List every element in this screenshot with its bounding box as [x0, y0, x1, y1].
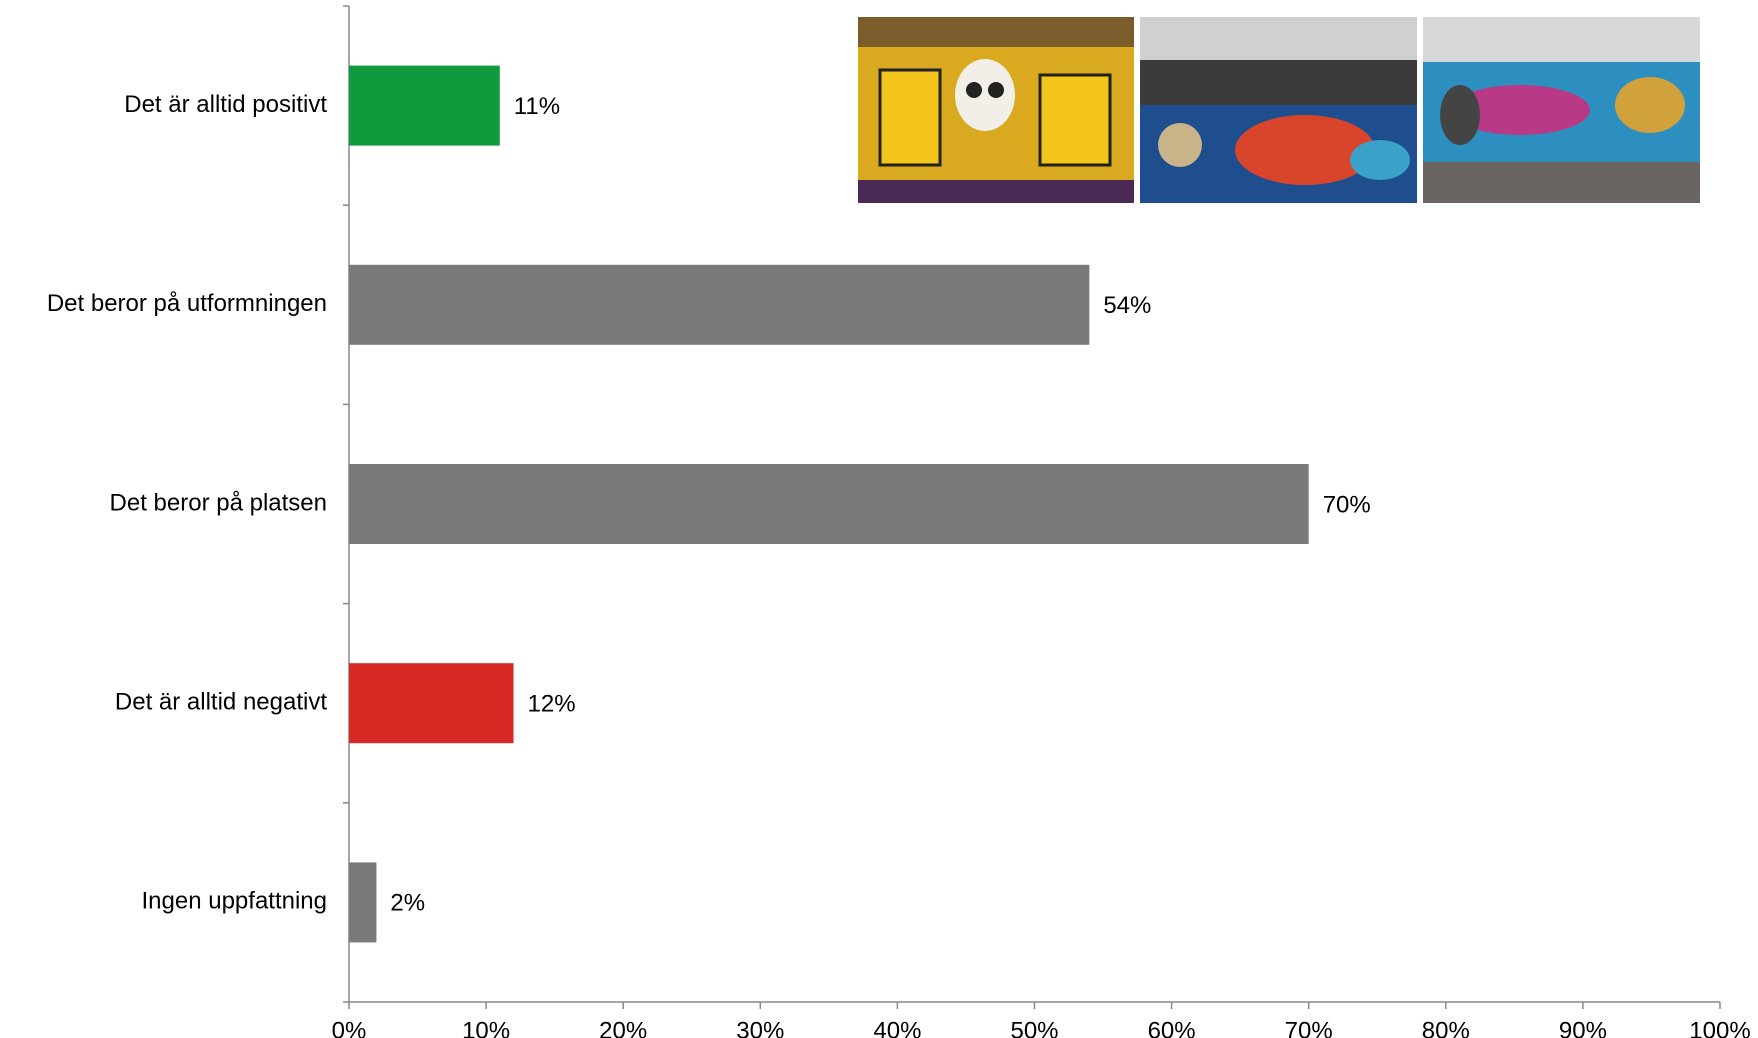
photo-detail: [1350, 140, 1410, 180]
x-tick-label: 100%: [1689, 1017, 1750, 1038]
y-tick-label: Det är alltid negativt: [115, 689, 327, 716]
photo-detail: [988, 82, 1004, 98]
bar: [349, 663, 514, 744]
y-tick-label: Det beror på utformningen: [47, 290, 327, 317]
bar: [349, 264, 1090, 345]
x-tick-label: 70%: [1285, 1017, 1333, 1038]
photo-detail: [955, 59, 1015, 131]
photo-detail: [1615, 77, 1685, 133]
x-tick-label: 30%: [736, 1017, 784, 1038]
x-tick-label: 20%: [599, 1017, 647, 1038]
photo: [858, 17, 1134, 203]
x-tick-label: 10%: [462, 1017, 510, 1038]
x-tick-label: 50%: [1010, 1017, 1058, 1038]
photo-detail: [1038, 73, 1112, 167]
y-tick-label: Det är alltid positivt: [124, 91, 327, 118]
x-tick-label: 60%: [1148, 1017, 1196, 1038]
photo-detail: [858, 17, 1134, 47]
value-label: 2%: [390, 890, 425, 917]
photo-detail: [1440, 85, 1480, 145]
photo-detail: [966, 82, 982, 98]
bar: [349, 862, 377, 943]
photo-detail: [1450, 85, 1590, 135]
photo-detail: [1158, 123, 1202, 167]
photo-detail: [1235, 115, 1375, 185]
y-tick-label: Det beror på platsen: [110, 489, 327, 516]
bar: [349, 65, 500, 146]
photo-detail: [858, 180, 1134, 203]
x-tick-label: 80%: [1422, 1017, 1470, 1038]
photo-detail: [1423, 162, 1700, 203]
photos: [858, 17, 1700, 203]
x-tick-label: 90%: [1559, 1017, 1607, 1038]
x-tick-label: 0%: [332, 1017, 367, 1038]
photo-detail: [1140, 60, 1417, 105]
value-label: 11%: [514, 93, 560, 120]
bar: [349, 464, 1309, 544]
photo-detail: [878, 68, 942, 167]
y-tick-label: Ingen uppfattning: [142, 888, 328, 915]
photo: [1140, 17, 1417, 203]
value-label: 12%: [528, 691, 576, 718]
x-tick-label: 40%: [873, 1017, 921, 1038]
photo: [1423, 17, 1700, 203]
value-label: 70%: [1323, 491, 1371, 518]
value-label: 54%: [1103, 292, 1151, 319]
